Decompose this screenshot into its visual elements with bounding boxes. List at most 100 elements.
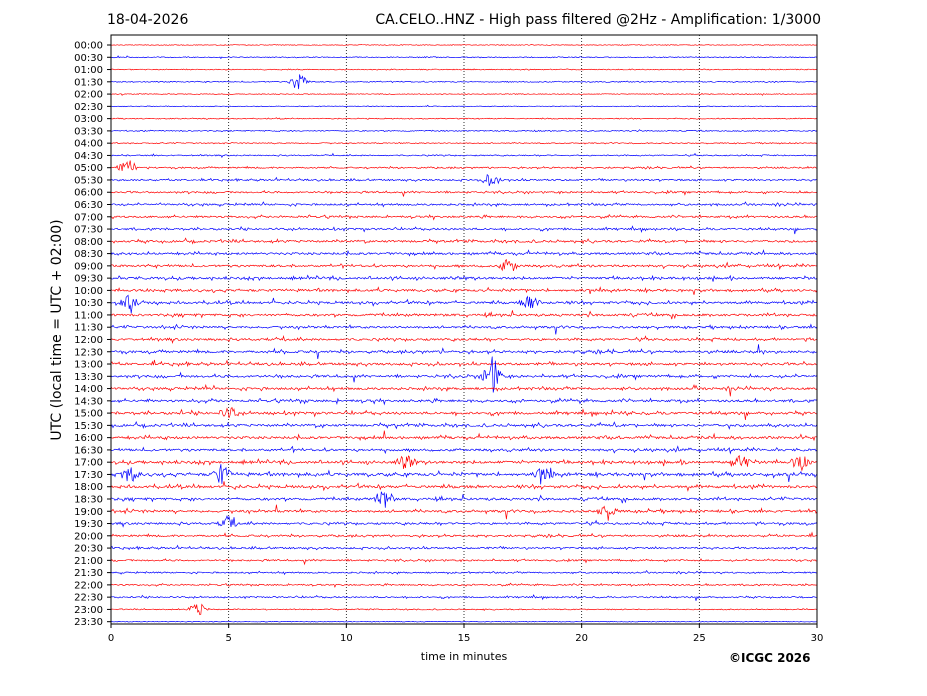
y-tick-label: 04:30 (74, 151, 103, 162)
trace-0930 (110, 274, 818, 282)
trace-1630 (110, 445, 818, 455)
trace-0830 (110, 249, 818, 257)
y-tick-label: 18:30 (74, 494, 103, 505)
y-tick-label: 22:30 (74, 593, 103, 604)
trace-1300 (110, 359, 818, 368)
y-tick-label: 07:30 (74, 225, 103, 236)
y-tick-label: 13:00 (74, 360, 103, 371)
y-tick-label: 11:00 (74, 310, 103, 321)
y-tick-label: 05:00 (74, 163, 103, 174)
y-tick-label: 09:30 (74, 274, 103, 285)
trace-2100 (110, 558, 818, 566)
x-tick-label: 0 (108, 633, 114, 644)
trace-1530 (110, 420, 818, 430)
x-tick-label: 5 (225, 633, 231, 644)
y-tick-label: 21:00 (74, 556, 103, 567)
y-tick-label: 18:00 (74, 482, 103, 493)
trace-1000 (110, 286, 818, 295)
trace-2230 (110, 594, 818, 601)
trace-1700 (110, 454, 818, 472)
y-tick-label: 05:30 (74, 175, 103, 186)
trace-1600 (110, 430, 818, 442)
trace-0230 (110, 104, 817, 108)
y-tick-label: 03:30 (74, 126, 103, 137)
y-tick-label: 10:30 (74, 298, 103, 309)
y-tick-label: 23:00 (74, 605, 103, 616)
trace-2330 (110, 620, 818, 623)
trace-0000 (111, 44, 818, 46)
y-tick-label: 20:30 (74, 544, 103, 555)
y-tick-label: 07:00 (74, 212, 103, 223)
trace-0630 (110, 201, 818, 208)
trace-2030 (110, 544, 818, 551)
trace-0200 (111, 92, 818, 96)
x-axis-label: time in minutes (420, 650, 508, 663)
trace-2000 (110, 531, 818, 539)
y-tick-label: 22:00 (74, 580, 103, 591)
y-tick-label: 14:00 (74, 384, 103, 395)
x-tick-label: 10 (340, 633, 353, 644)
y-tick-label: 20:00 (74, 531, 103, 542)
chart-date: 18-04-2026 (107, 12, 189, 28)
trace-0030 (110, 55, 818, 60)
x-tick-label: 15 (458, 633, 471, 644)
trace-0530 (110, 174, 817, 187)
y-tick-label: 23:30 (74, 617, 103, 628)
trace-0500 (111, 160, 818, 172)
y-tick-label: 19:00 (74, 507, 103, 518)
y-tick-label: 02:00 (74, 90, 103, 101)
trace-1830 (110, 491, 818, 508)
trace-2300 (110, 603, 818, 616)
y-tick-label: 16:00 (74, 433, 103, 444)
chart-title: CA.CELO..HNZ - High pass filtered @2Hz -… (375, 12, 821, 28)
trace-0430 (111, 152, 818, 159)
y-tick-label: 21:30 (74, 568, 103, 579)
y-tick-label: 09:00 (74, 261, 103, 272)
trace-0600 (110, 189, 818, 197)
trace-0700 (110, 214, 818, 221)
y-tick-label: 06:30 (74, 200, 103, 211)
y-tick-label: 11:30 (74, 323, 103, 334)
trace-1800 (110, 481, 818, 492)
y-tick-label: 12:00 (74, 335, 103, 346)
trace-1330 (110, 356, 818, 393)
trace-0730 (110, 225, 818, 235)
trace-2130 (110, 569, 818, 576)
y-tick-label: 02:30 (74, 102, 103, 113)
trace-1430 (110, 397, 818, 406)
trace-1230 (110, 344, 818, 360)
trace-1930 (110, 515, 818, 528)
trace-1030 (110, 294, 818, 314)
y-tick-label: 04:00 (74, 139, 103, 150)
y-tick-label: 14:30 (74, 396, 103, 407)
y-tick-label: 01:30 (74, 77, 103, 88)
trace-0130 (110, 74, 818, 90)
trace-0400 (110, 141, 818, 145)
copyright-label: ©ICGC 2026 (729, 651, 811, 665)
y-tick-label: 08:00 (74, 237, 103, 248)
y-tick-label: 06:00 (74, 188, 103, 199)
y-tick-label: 08:30 (74, 249, 103, 260)
trace-1100 (110, 310, 818, 320)
trace-1730 (110, 464, 818, 485)
y-tick-label: 15:00 (74, 409, 103, 420)
trace-1130 (110, 323, 818, 335)
y-axis-label: UTC (local time = UTC + 02:00) (49, 219, 65, 441)
trace-1200 (110, 334, 818, 344)
y-tick-label: 15:30 (74, 421, 103, 432)
y-tick-label: 01:00 (74, 65, 103, 76)
trace-0330 (110, 129, 818, 133)
trace-1500 (110, 406, 818, 421)
trace-0900 (110, 258, 818, 272)
trace-2200 (110, 582, 818, 588)
y-tick-label: 16:30 (74, 445, 103, 456)
y-tick-label: 03:00 (74, 114, 103, 125)
trace-0800 (110, 237, 818, 245)
y-tick-label: 17:30 (74, 470, 103, 481)
trace-1400 (110, 383, 818, 397)
trace-0300 (110, 117, 818, 120)
y-tick-label: 12:30 (74, 347, 103, 358)
y-tick-label: 19:30 (74, 519, 103, 530)
x-tick-label: 25 (693, 633, 706, 644)
